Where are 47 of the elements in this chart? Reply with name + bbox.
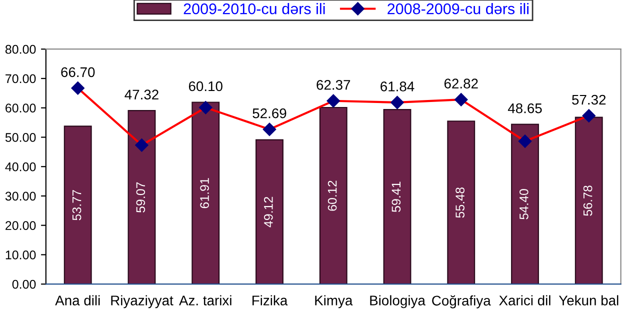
bar <box>192 102 220 284</box>
data-label: 49.12 <box>264 196 273 228</box>
x-tick-label: Yekun bal <box>558 295 618 306</box>
y-tick-label: 20.00 <box>6 221 36 230</box>
y-tick-label: 10.00 <box>6 250 36 260</box>
x-tick-label: Fizika <box>252 295 288 306</box>
y-tick-label: 70.00 <box>6 74 36 84</box>
data-label: 60.12 <box>328 180 337 211</box>
data-label: 47.32 <box>124 90 158 100</box>
x-tick-label: Ana dili <box>55 295 100 306</box>
x-tick-label: Riyaziyyat <box>111 295 174 308</box>
data-label: 59.41 <box>392 182 401 212</box>
data-label: 52.69 <box>252 108 286 118</box>
data-label: 61.84 <box>380 82 414 92</box>
y-tick-label: 60.00 <box>6 104 36 113</box>
x-tick-label: Coğrafiya <box>432 295 491 308</box>
data-label: 57.32 <box>572 94 606 105</box>
bar <box>64 126 92 284</box>
legend-label: 2009-2010-cu dərs ili <box>184 3 325 14</box>
data-label: 55.48 <box>456 188 464 218</box>
y-tick-label: 40.00 <box>5 162 36 172</box>
data-label: 62.82 <box>444 78 478 88</box>
data-label: 54.40 <box>520 189 528 220</box>
bar <box>383 109 412 284</box>
y-tick-label: 80.00 <box>5 44 36 54</box>
x-tick-label: Xarici dil <box>499 295 550 306</box>
y-tick-label: 0.00 <box>12 280 36 289</box>
data-label: 56.78 <box>583 186 592 216</box>
data-label: 66.70 <box>61 67 95 78</box>
legend-label: 2008-2009-cu dərs ili <box>388 3 528 14</box>
bar <box>256 139 284 284</box>
bar <box>128 110 156 284</box>
x-tick-label: Biologiya <box>370 295 426 308</box>
bar <box>574 116 603 284</box>
data-label: 60.10 <box>188 81 222 92</box>
data-label: 59.07 <box>136 182 146 212</box>
data-label: 48.65 <box>508 103 542 114</box>
bar <box>319 106 348 284</box>
x-tick-label: Az. tarixi <box>179 295 232 306</box>
y-tick-label: 50.00 <box>5 133 36 142</box>
y-tick-label: 30.00 <box>5 192 36 201</box>
bar <box>511 124 539 284</box>
x-tick-label: Kimya <box>315 295 353 308</box>
bar <box>447 120 476 284</box>
data-label: 61.91 <box>200 178 209 208</box>
data-label: 62.37 <box>316 80 350 90</box>
data-label: 53.77 <box>72 190 82 220</box>
